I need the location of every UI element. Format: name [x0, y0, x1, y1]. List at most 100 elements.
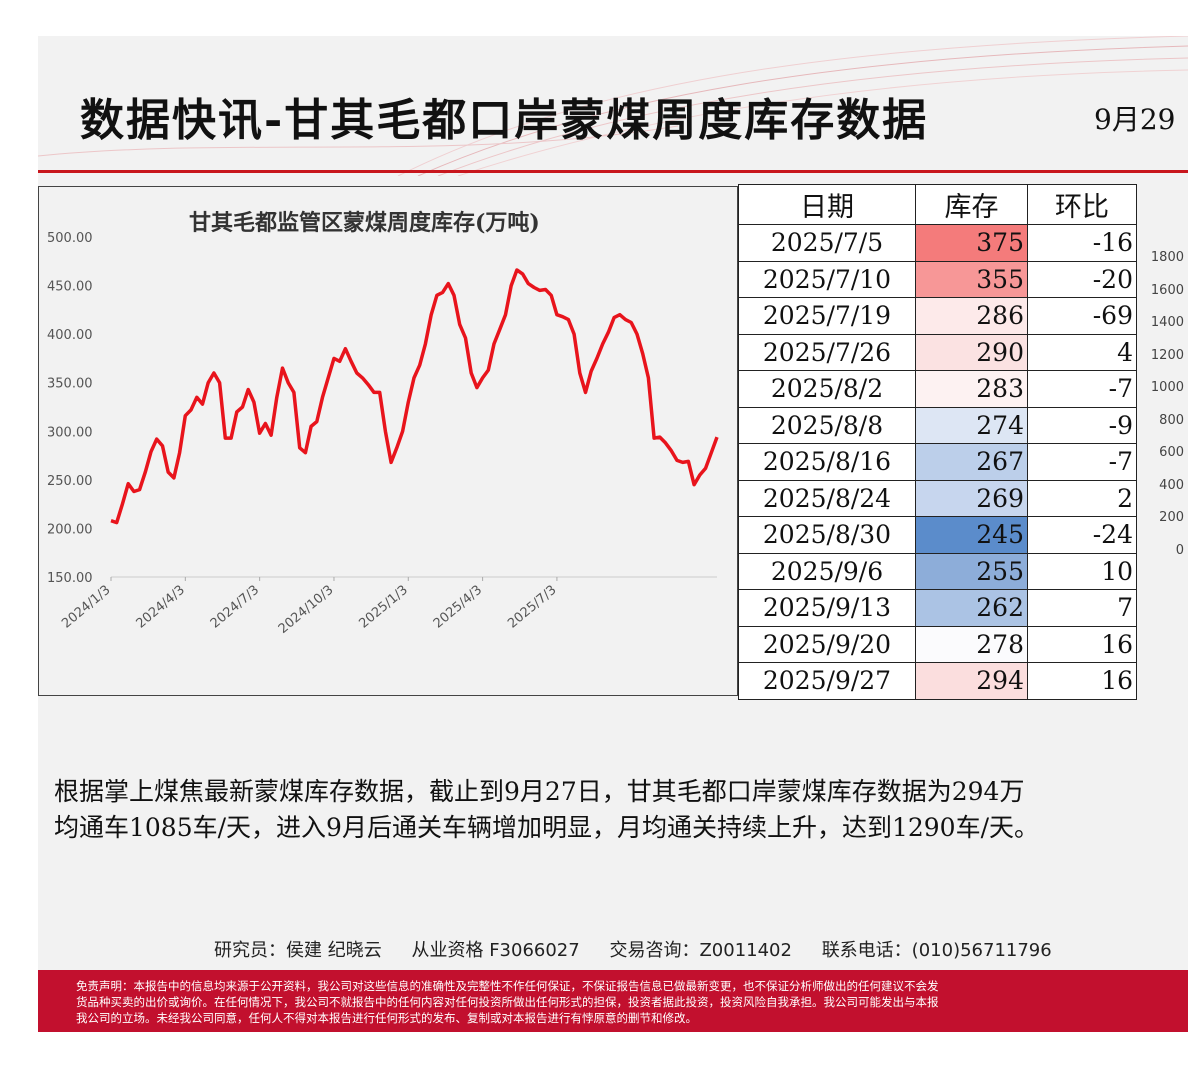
cell-date: 2025/8/16 [738, 443, 916, 481]
inventory-chart: 甘其毛都监管区蒙煤周度库存(万吨) 500.00 450.00 400.00 350.… [38, 186, 738, 696]
decorative-swoosh [38, 36, 1188, 176]
header-date: 日期 [738, 184, 916, 225]
x-tick-label: 2024/7/3 [208, 583, 262, 632]
phone: 联系电话：(010)56711796 [821, 940, 1052, 961]
cell-date: 2025/7/26 [738, 333, 916, 371]
report-page: 数据快讯-甘其毛都口岸蒙煤周度库存数据 9月29 甘其毛都监管区蒙煤周度库存(万… [38, 36, 1188, 1032]
cell-inventory: 274 [915, 406, 1028, 444]
researcher: 研究员：侯建 纪晓云 [214, 940, 382, 961]
x-tick-label: 2024/4/3 [134, 583, 188, 632]
cell-inventory: 269 [915, 479, 1028, 517]
cell-inventory: 355 [915, 260, 1028, 298]
table-row: 2025/8/16 267 -7 [738, 443, 1137, 481]
cell-date: 2025/9/27 [738, 662, 916, 700]
cell-date: 2025/8/8 [738, 406, 916, 444]
cell-change: 16 [1027, 662, 1137, 700]
table-row: 2025/9/27 294 16 [738, 662, 1137, 700]
x-tick-label: 2024/10/3 [276, 583, 337, 637]
secondary-axis-tick: 800 [1159, 412, 1184, 428]
summary-paragraph: 根据掌上煤焦最新蒙煤库存数据，截止到9月27日，甘其毛都口岸蒙煤库存数据为294… [54, 774, 1188, 846]
cell-date: 2025/9/20 [738, 625, 916, 663]
table-row: 2025/8/8 274 -9 [738, 406, 1137, 444]
cell-date: 2025/8/2 [738, 370, 916, 408]
cell-date: 2025/7/19 [738, 297, 916, 335]
cell-inventory: 290 [915, 333, 1028, 371]
table-row: 2025/9/13 262 7 [738, 589, 1137, 627]
cell-change: -9 [1027, 406, 1137, 444]
cell-inventory: 267 [915, 443, 1028, 481]
y-tick-label: 200.00 [47, 522, 93, 537]
disclaimer-line-1: 免责声明：本报告中的信息均来源于公开资料，我公司对这些信息的准确性及完整性不作任… [76, 979, 939, 993]
report-date: 9月29 [1094, 103, 1176, 136]
cell-inventory: 278 [915, 625, 1028, 663]
cell-change: -69 [1027, 297, 1137, 335]
summary-line-2: 均通车1085车/天，进入9月后通关车辆增加明显，月均通关持续上升，达到1290… [54, 813, 1040, 842]
table-row: 2025/9/6 255 10 [738, 552, 1137, 590]
cell-change: -7 [1027, 370, 1137, 408]
cell-inventory: 375 [915, 224, 1028, 262]
secondary-axis-tick: 1600 [1150, 282, 1184, 298]
contact-info: 研究员：侯建 纪晓云 从业资格 F3066027 交易咨询：Z0011402 联… [214, 936, 1076, 962]
x-tick-label: 2025/4/3 [431, 583, 485, 632]
y-tick-label: 350.00 [47, 377, 93, 392]
table-row: 2025/8/30 245 -24 [738, 516, 1137, 554]
table-row: 2025/9/20 278 16 [738, 625, 1137, 663]
inventory-table: 日期 库存 环比 2025/7/5 375 -16 2025/7/10 355 -20 20… [738, 184, 1137, 700]
cell-change: 16 [1027, 625, 1137, 663]
y-tick-label: 500.00 [47, 231, 93, 246]
summary-line-1: 根据掌上煤焦最新蒙煤库存数据，截止到9月27日，甘其毛都口岸蒙煤库存数据为294… [54, 777, 1025, 806]
cell-date: 2025/9/6 [738, 552, 916, 590]
y-tick-label: 450.00 [47, 280, 93, 295]
cell-inventory: 294 [915, 662, 1028, 700]
x-tick-label: 2025/7/3 [505, 583, 559, 632]
x-tick-label: 2024/1/3 [59, 583, 113, 632]
cell-change: -7 [1027, 443, 1137, 481]
cell-inventory: 283 [915, 370, 1028, 408]
x-tick-label: 2025/1/3 [356, 583, 410, 632]
cell-change: 10 [1027, 552, 1137, 590]
chart-title: 甘其毛都监管区蒙煤周度库存(万吨) [189, 210, 540, 236]
cell-change: -24 [1027, 516, 1137, 554]
secondary-axis-tick: 200 [1159, 510, 1184, 525]
page-title: 数据快讯-甘其毛都口岸蒙煤周度库存数据 [80, 95, 929, 146]
cell-date: 2025/8/30 [738, 516, 916, 554]
y-tick-label: 300.00 [47, 425, 93, 440]
table-row: 2025/7/19 286 -69 [738, 297, 1137, 335]
disclaimer-bar: 免责声明：本报告中的信息均来源于公开资料，我公司对这些信息的准确性及完整性不作任… [38, 970, 1188, 1032]
license: 从业资格 F3066027 [411, 940, 580, 961]
secondary-axis-tick: 1800 [1150, 250, 1184, 265]
disclaimer-line-2: 货品种买卖的出价或询价。在任何情况下，我公司不就报告中的任何内容对任何投资所做出… [76, 995, 939, 1009]
secondary-axis-tick: 0 [1175, 542, 1184, 558]
cell-change: -20 [1027, 260, 1137, 298]
advisory: 交易咨询：Z0011402 [609, 940, 792, 961]
cell-inventory: 245 [915, 516, 1028, 554]
header-change: 环比 [1027, 184, 1137, 225]
table-row: 2025/7/5 375 -16 [738, 224, 1137, 262]
cell-change: -16 [1027, 224, 1137, 262]
cell-date: 2025/7/5 [738, 224, 916, 262]
cell-date: 2025/8/24 [738, 479, 916, 517]
secondary-axis-tick: 600 [1159, 445, 1184, 460]
y-tick-label: 150.00 [47, 571, 93, 586]
cell-change: 2 [1027, 479, 1137, 517]
chart-canvas: 500.00 450.00 400.00 350.00 300.00 250.00 200.… [47, 231, 719, 637]
table-row: 2025/8/24 269 2 [738, 479, 1137, 517]
secondary-axis: 1800 1600 1400 1200 1000 800 600 400 200 0 [1150, 36, 1188, 736]
cell-date: 2025/9/13 [738, 589, 916, 627]
y-tick-label: 250.00 [47, 474, 93, 489]
table-row: 2025/7/26 290 4 [738, 333, 1137, 371]
cell-date: 2025/7/10 [738, 260, 916, 298]
cell-inventory: 262 [915, 589, 1028, 627]
table-row: 2025/7/10 355 -20 [738, 260, 1137, 298]
header-inventory: 库存 [915, 184, 1028, 225]
secondary-axis-tick: 1000 [1150, 380, 1184, 395]
inventory-series-line [110, 268, 719, 525]
cell-change: 4 [1027, 333, 1137, 371]
secondary-axis-tick: 400 [1159, 477, 1184, 493]
secondary-axis-tick: 1200 [1150, 347, 1184, 363]
y-tick-label: 400.00 [47, 328, 93, 343]
table-row: 2025/8/2 283 -7 [738, 370, 1137, 408]
secondary-axis-tick: 1400 [1150, 315, 1184, 330]
table-header-row: 日期 库存 环比 [738, 184, 1137, 225]
cell-change: 7 [1027, 589, 1137, 627]
